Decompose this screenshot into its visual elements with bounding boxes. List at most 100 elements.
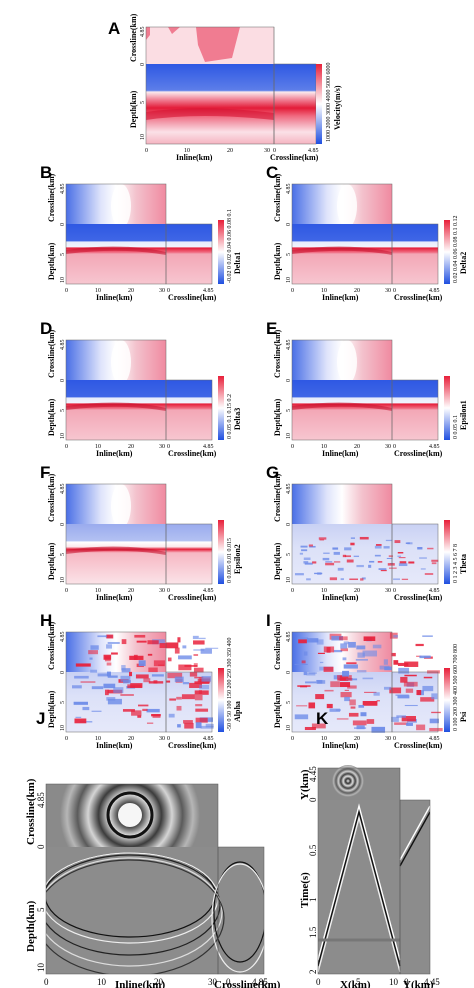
panel-a-crossline-axis-label: Crossline(km)	[129, 13, 138, 62]
texture-patch	[385, 539, 393, 542]
texture-patch	[104, 689, 109, 696]
texture-patch	[176, 705, 182, 711]
texture-patch	[353, 555, 360, 558]
texture-patch	[339, 682, 351, 688]
inline-axis-label: Inline(km)	[322, 293, 359, 302]
tick-label: 0	[167, 288, 170, 294]
tick-label: 0	[167, 736, 170, 742]
texture-patch	[394, 540, 401, 544]
texture-patch	[143, 678, 151, 683]
tick-label: 4.45	[308, 766, 318, 782]
texture-patch	[336, 718, 349, 720]
panel-j-crossline-bottom-label: Crossline(km)	[214, 979, 281, 988]
texture-patch	[167, 657, 172, 662]
texture-patch	[120, 675, 131, 682]
colorbar	[444, 220, 450, 284]
tick-label: 4.85	[60, 632, 66, 643]
texture-patch	[403, 681, 418, 687]
texture-patch	[183, 720, 193, 724]
texture-patch	[378, 568, 387, 570]
tick-label: 0	[65, 444, 68, 450]
tick-label: 10	[286, 277, 292, 283]
tick-label: 20	[354, 288, 360, 294]
depth-axis-label: Depth(km)	[47, 542, 56, 580]
tick-label: 5	[286, 409, 292, 412]
texture-patch	[340, 578, 344, 581]
texture-patch	[159, 643, 167, 649]
texture-patch	[311, 723, 326, 729]
texture-patch	[349, 578, 359, 581]
texture-patch	[121, 665, 126, 671]
tick-label: 0	[60, 523, 66, 526]
depth-slice	[66, 380, 166, 440]
texture-patch	[374, 554, 381, 557]
texture-patch	[397, 555, 402, 558]
texture-patch	[91, 710, 102, 712]
panel-d-label: D	[40, 319, 52, 338]
texture-patch	[120, 694, 134, 696]
anomaly	[337, 340, 357, 384]
texture-patch	[166, 642, 179, 649]
tick-label: 30	[159, 288, 165, 294]
tick-label: 10	[140, 134, 146, 140]
texture-patch	[91, 686, 104, 690]
texture-patch	[340, 692, 352, 698]
crossline-depth-slice	[166, 224, 212, 284]
crossline-bottom-label: Crossline(km)	[394, 449, 443, 458]
texture-patch	[122, 709, 135, 712]
texture-patch	[306, 638, 319, 643]
texture-patch	[401, 578, 409, 581]
texture-patch	[300, 545, 308, 548]
tick-label: 20	[128, 588, 134, 594]
texture-patch	[416, 655, 422, 657]
tick-label: 10	[95, 444, 101, 450]
texture-patch	[316, 679, 323, 684]
tick-label: 10	[95, 588, 101, 594]
texture-patch	[391, 652, 396, 657]
texture-patch	[330, 681, 340, 688]
reflector	[66, 246, 166, 255]
texture-patch	[138, 704, 149, 707]
colorbar-ticks: -50 0 50 100 150 200 250 300 350 400	[227, 638, 233, 732]
tick-label: 4.85	[252, 977, 268, 987]
texture-patch	[343, 641, 349, 645]
tick-label: 10	[184, 148, 190, 154]
texture-patch	[195, 722, 202, 729]
panel-k-time-axis-label: Time(s)	[299, 872, 311, 908]
texture-patch	[404, 661, 419, 667]
texture-patch	[399, 561, 407, 564]
texture-patch	[167, 672, 183, 679]
tick-label: 10	[60, 433, 66, 439]
colorbar	[218, 376, 224, 440]
texture-patch	[431, 559, 439, 562]
tick-label: 0	[65, 288, 68, 294]
depth-axis-label: Depth(km)	[47, 398, 56, 436]
tick-label: 30	[264, 148, 270, 154]
inline-axis-label: Inline(km)	[322, 593, 359, 602]
texture-patch	[415, 643, 424, 647]
texture-patch	[90, 645, 99, 650]
texture-patch	[344, 689, 349, 691]
colorbar	[444, 668, 450, 732]
frame	[391, 523, 439, 585]
texture-patch	[424, 572, 434, 575]
texture-patch	[131, 710, 142, 716]
texture-patch	[151, 674, 164, 677]
texture-patch	[312, 561, 317, 564]
texture-patch	[88, 650, 99, 655]
texture-patch	[406, 722, 413, 726]
texture-patch	[397, 551, 404, 554]
texture-patch	[106, 634, 114, 639]
crossline-bottom-label: Crossline(km)	[394, 593, 443, 602]
texture-patch	[294, 573, 304, 576]
panel-a-crossline-bottom-label: Crossline(km)	[270, 153, 319, 162]
texture-patch	[306, 672, 316, 676]
texture-patch	[356, 645, 366, 650]
tick-label: 0	[167, 444, 170, 450]
panel-j-inline-axis-label: Inline(km)	[115, 979, 165, 988]
tick-label: 0	[60, 379, 66, 382]
panel-k-yk-axis-label: Y(km)	[403, 979, 434, 988]
texture-patch	[129, 655, 144, 660]
